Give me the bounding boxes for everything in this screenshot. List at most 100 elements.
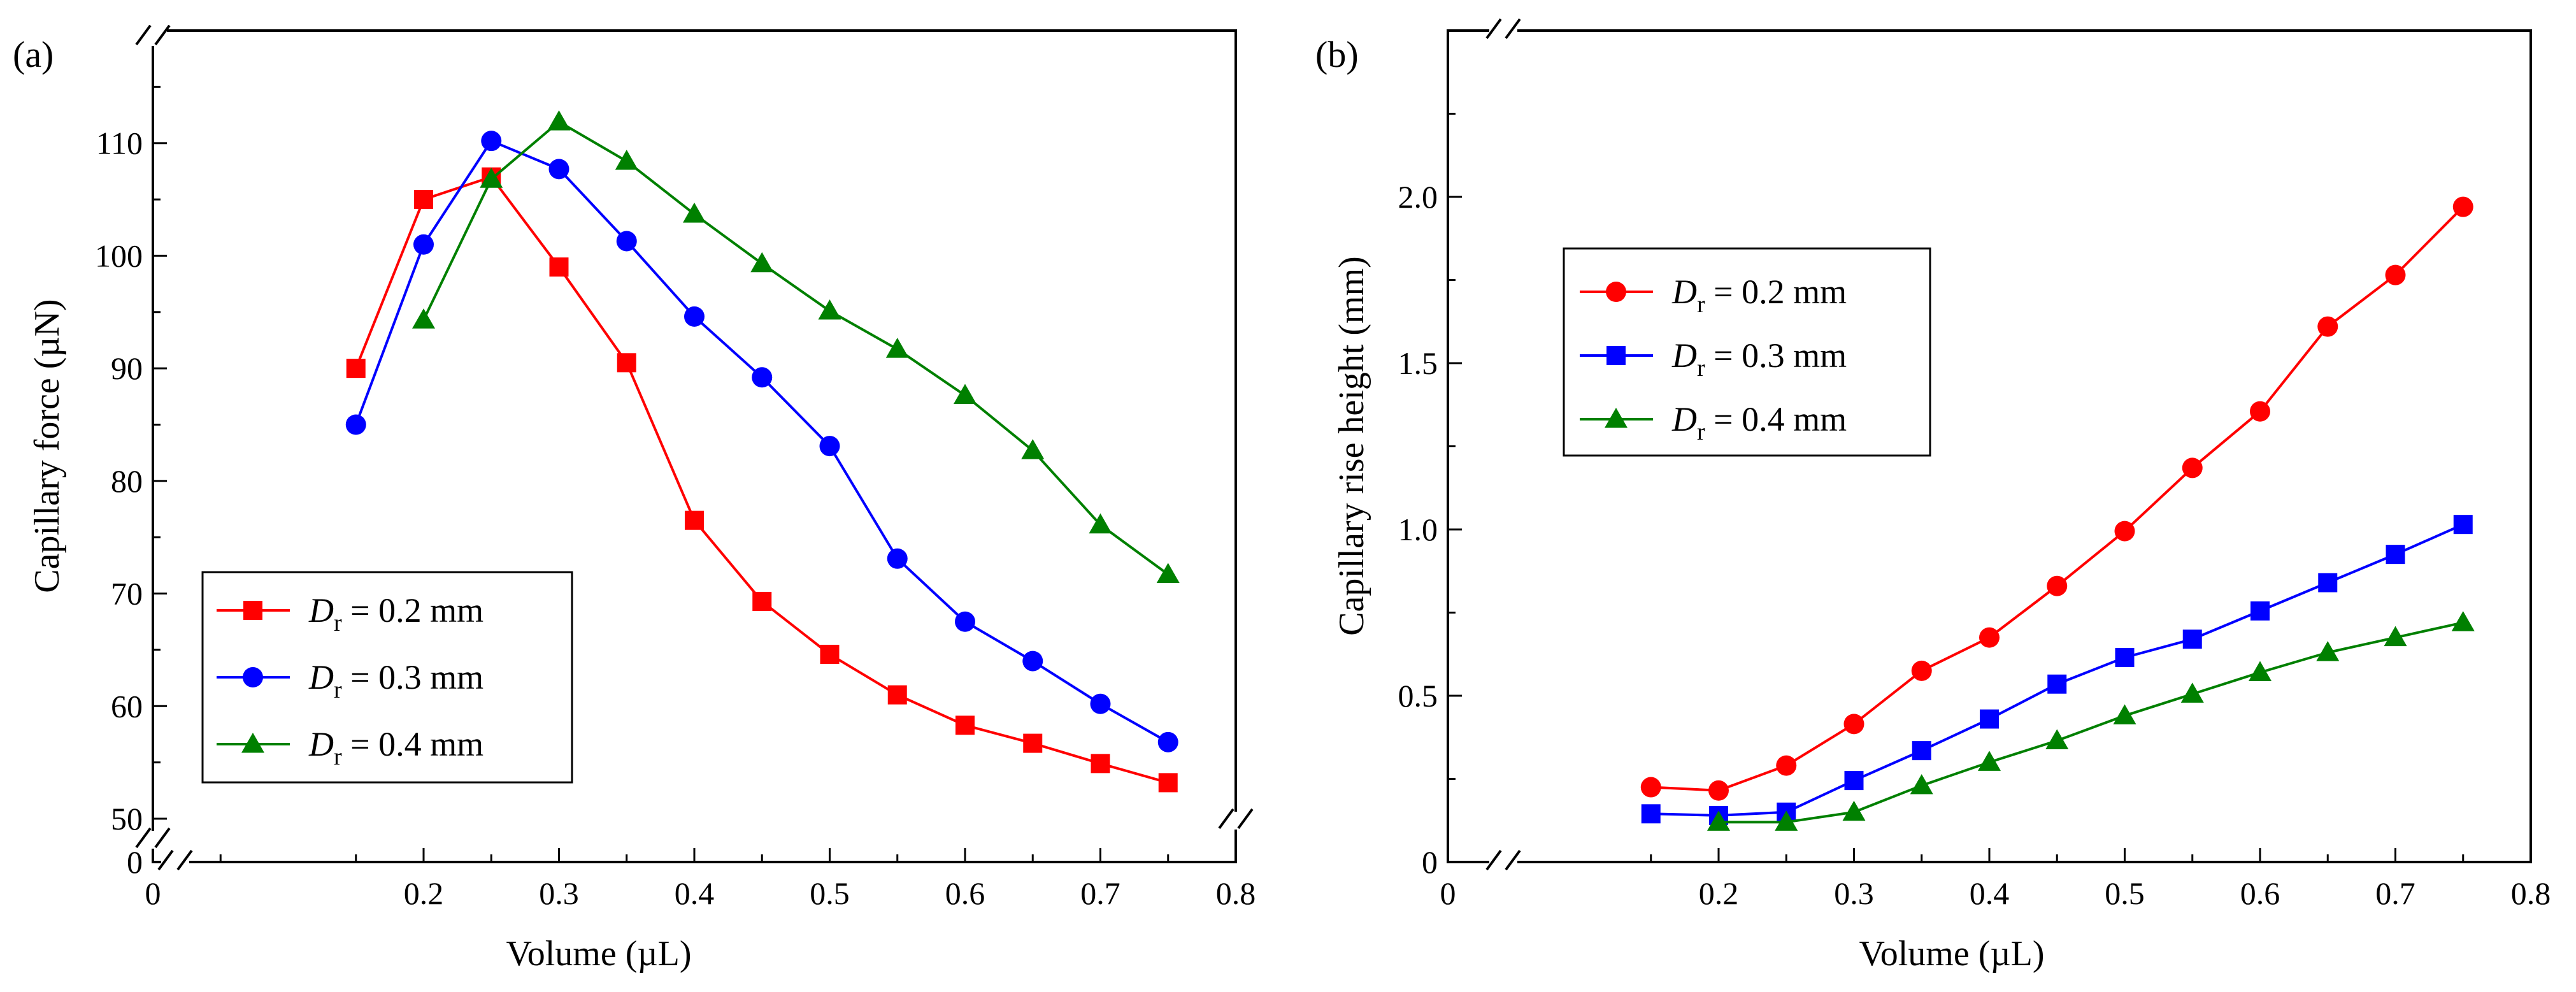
series-2-point xyxy=(684,306,705,327)
legend-label-subscript: r xyxy=(334,610,342,636)
series-1-point xyxy=(549,257,569,277)
series-2-point xyxy=(2318,573,2338,593)
series-2-point xyxy=(819,436,840,457)
legend-marker xyxy=(1606,346,1626,365)
series-3-point xyxy=(2249,661,2272,681)
x-tick-label: 0.3 xyxy=(539,875,579,911)
series-2-point xyxy=(1641,804,1661,824)
y-tick-label: 100 xyxy=(95,238,143,273)
y-tick-label: 0.5 xyxy=(1398,678,1438,714)
series-2-point xyxy=(2386,545,2405,564)
x-axis-break-bottom xyxy=(1485,849,1521,871)
series-3-line xyxy=(422,120,1169,576)
legend-label-text: = 0.4 mm xyxy=(1705,400,1847,438)
series-2-point xyxy=(1844,771,1864,791)
legend-entry-3: Dr = 0.4 mm xyxy=(1580,400,1847,445)
series-1-point xyxy=(2114,521,2135,542)
legend-entry-2: Dr = 0.3 mm xyxy=(217,658,483,703)
legend-label-symbol: D xyxy=(308,591,334,629)
series-1-point xyxy=(346,359,366,378)
series-3 xyxy=(412,110,1180,584)
series-1-point xyxy=(414,190,433,210)
y-tick-label: 2.0 xyxy=(1398,179,1438,215)
series-3-line xyxy=(1719,621,2464,824)
panel-b-axis-breaks xyxy=(1485,18,1521,871)
series-3-point xyxy=(2384,626,2407,647)
y-tick-label: 1.5 xyxy=(1398,345,1438,381)
panel-b-x-axis-label: Volume (µL) xyxy=(1859,934,2045,974)
y-tick-label: 1.0 xyxy=(1398,512,1438,547)
series-2-point xyxy=(481,131,502,152)
x-tick-label: 0.7 xyxy=(1080,875,1120,911)
series-2-point xyxy=(616,231,637,252)
y-axis-break-lower-right xyxy=(1218,808,1254,830)
legend-entry-3: Dr = 0.4 mm xyxy=(217,725,483,770)
legend-label: Dr = 0.4 mm xyxy=(308,725,483,770)
legend-label-subscript: r xyxy=(1697,291,1705,318)
series-1-point xyxy=(1091,754,1110,773)
panel-a-label: (a) xyxy=(13,34,54,75)
y-axis-break-lower-left xyxy=(135,827,171,849)
series-2-point xyxy=(1090,693,1111,714)
series-3-point xyxy=(1910,773,1933,794)
panel-b-y-axis-label: Capillary rise height (mm) xyxy=(1332,256,1371,636)
series-2-point xyxy=(752,367,773,388)
series-1-point xyxy=(1979,627,2000,648)
series-2-point xyxy=(1022,651,1043,672)
x-tick-label: 0.2 xyxy=(1699,875,1739,911)
series-1-point xyxy=(2317,316,2338,337)
panel-b-chart: (b) 0 0.5 1.0 1.5 2.0 0 0.2 0.3 0.4 0.5 0.6 0.7 0.8… xyxy=(1315,18,2551,974)
legend-label-subscript: r xyxy=(334,677,342,703)
series-3-point xyxy=(885,338,909,358)
x-axis-break-left xyxy=(157,849,193,871)
series-1-point xyxy=(887,685,907,705)
series-2-point xyxy=(413,234,434,255)
series-3-point xyxy=(954,384,977,405)
x-tick-label: 0.5 xyxy=(810,875,850,911)
legend-label-subscript: r xyxy=(1697,355,1705,382)
legend-marker xyxy=(1606,282,1626,302)
series-1-point xyxy=(1640,777,1661,798)
y-axis-break-top xyxy=(135,24,171,46)
series-1-point xyxy=(2385,264,2406,285)
series-1-point xyxy=(955,715,975,735)
series-2-point xyxy=(1980,709,1999,729)
legend-label: Dr = 0.2 mm xyxy=(1671,273,1847,318)
legend-entry-2: Dr = 0.3 mm xyxy=(1580,336,1847,382)
series-2 xyxy=(345,131,1178,752)
series-3-point xyxy=(683,203,706,223)
y-tick-label: 50 xyxy=(111,801,143,837)
panel-b-y-axis: 0 0.5 1.0 1.5 2.0 xyxy=(1398,113,1462,880)
legend-label-symbol: D xyxy=(1671,273,1697,311)
panel-a-y-axis-label: Capillary force (µN) xyxy=(27,299,67,593)
series-2-point xyxy=(2115,647,2135,667)
legend-label: Dr = 0.4 mm xyxy=(1671,400,1847,445)
series-1-point xyxy=(1158,773,1178,793)
panel-b-label: (b) xyxy=(1315,34,1359,75)
legend-label: Dr = 0.3 mm xyxy=(308,658,483,703)
legend-label-symbol: D xyxy=(308,725,334,763)
x-tick-label: 0.8 xyxy=(2511,875,2551,911)
series-3-point xyxy=(818,299,841,320)
legend-marker xyxy=(243,667,263,687)
series-3-point xyxy=(2113,704,2136,724)
series-1-point xyxy=(617,353,636,373)
series-2-point xyxy=(1157,731,1178,752)
series-3-point xyxy=(1775,810,1798,831)
series-2-point xyxy=(2250,601,2270,621)
legend-marker xyxy=(1605,408,1628,428)
series-3-point xyxy=(547,110,571,131)
series-1-point xyxy=(2047,575,2068,596)
series-3-point xyxy=(1842,800,1866,821)
legend-entry-1: Dr = 0.2 mm xyxy=(1580,273,1847,318)
series-3-point xyxy=(1156,563,1180,584)
legend-label-text: = 0.3 mm xyxy=(1705,336,1847,375)
series-3-point xyxy=(412,308,435,329)
y-tick-label: 110 xyxy=(96,126,143,161)
x-tick-label: 0.2 xyxy=(404,875,444,911)
series-1-point xyxy=(1023,733,1043,753)
panel-a-x-axis-label: Volume (µL) xyxy=(506,934,692,974)
series-3-point xyxy=(1021,439,1045,459)
